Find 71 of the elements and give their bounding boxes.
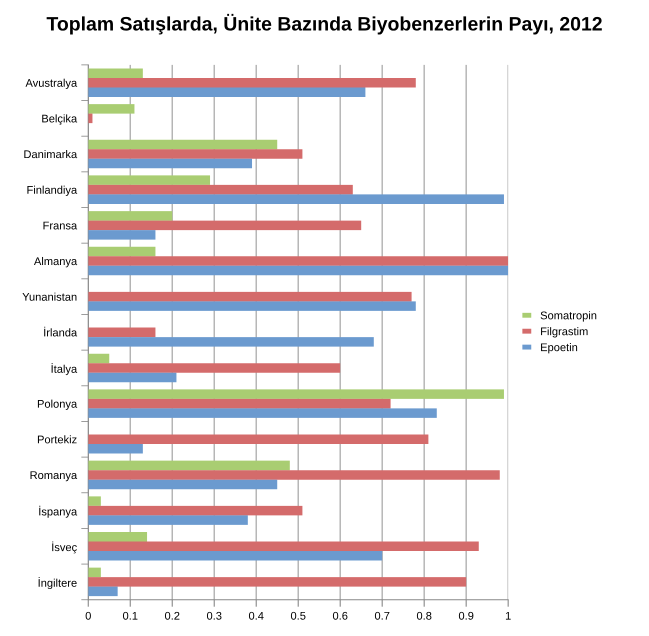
bar [88, 301, 416, 311]
bar [88, 211, 172, 221]
y-tick-label: Avustralya [26, 78, 78, 90]
bar [88, 175, 210, 185]
x-tick-label: 0.8 [416, 612, 432, 620]
bar [88, 444, 143, 454]
y-tick-label: İrlanda [44, 326, 78, 336]
bar [88, 496, 101, 506]
y-tick-label: Belçika [42, 114, 78, 125]
bar [88, 586, 118, 596]
bar [88, 542, 479, 552]
bar [88, 372, 176, 382]
x-tick-label: 0.4 [248, 612, 264, 620]
bar [88, 68, 143, 78]
bar [88, 292, 412, 302]
bar [88, 114, 92, 124]
bar [88, 140, 278, 150]
bar [88, 460, 290, 470]
bar [88, 480, 278, 490]
bar [88, 87, 366, 97]
y-tick-label: İtalya [52, 363, 78, 376]
x-tick-label: 0.6 [332, 612, 348, 620]
y-tick-label: Yunanistan [22, 292, 76, 301]
y-tick-label: Polonya [38, 400, 78, 410]
bar [88, 408, 437, 418]
y-tick-label: Fransa [43, 222, 78, 230]
bar [88, 354, 110, 364]
bar [88, 246, 156, 256]
y-tick-label: Almanya [34, 256, 78, 268]
bar [88, 532, 148, 542]
bar [88, 434, 428, 444]
x-tick-label: 0.9 [458, 612, 474, 620]
bar [88, 577, 466, 587]
bar [88, 568, 101, 578]
bar [88, 470, 500, 480]
y-tick-label: İsveç [52, 541, 77, 554]
y-tick-label: İngiltere [38, 577, 77, 590]
chart-title: Toplam Satışlarda, Ünite Bazında Biyobenzerlerin Payı, 2012 [46, 14, 602, 34]
bar [88, 149, 302, 159]
x-tick-label: 0 [86, 612, 91, 620]
x-tick-label: 0.2 [164, 612, 180, 620]
bar [88, 256, 508, 266]
bar [88, 551, 382, 561]
bar [88, 266, 508, 276]
x-tick-label: 1 [506, 612, 511, 620]
bar [88, 389, 504, 399]
x-tick-label: 0.3 [206, 612, 222, 620]
legend-label: Filgrastim [541, 327, 588, 338]
bar [88, 230, 156, 240]
y-tick-label: Danimarka [24, 150, 78, 158]
bar [88, 363, 340, 373]
bar [88, 78, 416, 88]
legend-label: Somatropin [540, 311, 596, 322]
y-tick-label: Finlandiya [27, 186, 78, 196]
bar [88, 194, 504, 204]
bar [88, 328, 156, 338]
bar [88, 184, 353, 194]
y-tick-label: İspanya [39, 506, 78, 518]
legend-label: Epoetin [541, 343, 578, 354]
x-tick-label: 0.7 [374, 612, 390, 620]
x-tick-label: 0.1 [122, 612, 138, 620]
bar [88, 104, 134, 114]
y-tick-label: Portekiz [38, 435, 77, 444]
bar [88, 220, 362, 230]
y-tick-label: Romanya [30, 471, 78, 482]
bar [88, 158, 252, 168]
x-tick-label: 0.5 [290, 612, 306, 620]
bar [88, 337, 374, 347]
bar [88, 506, 302, 516]
bar [88, 398, 391, 408]
bar [88, 515, 248, 525]
